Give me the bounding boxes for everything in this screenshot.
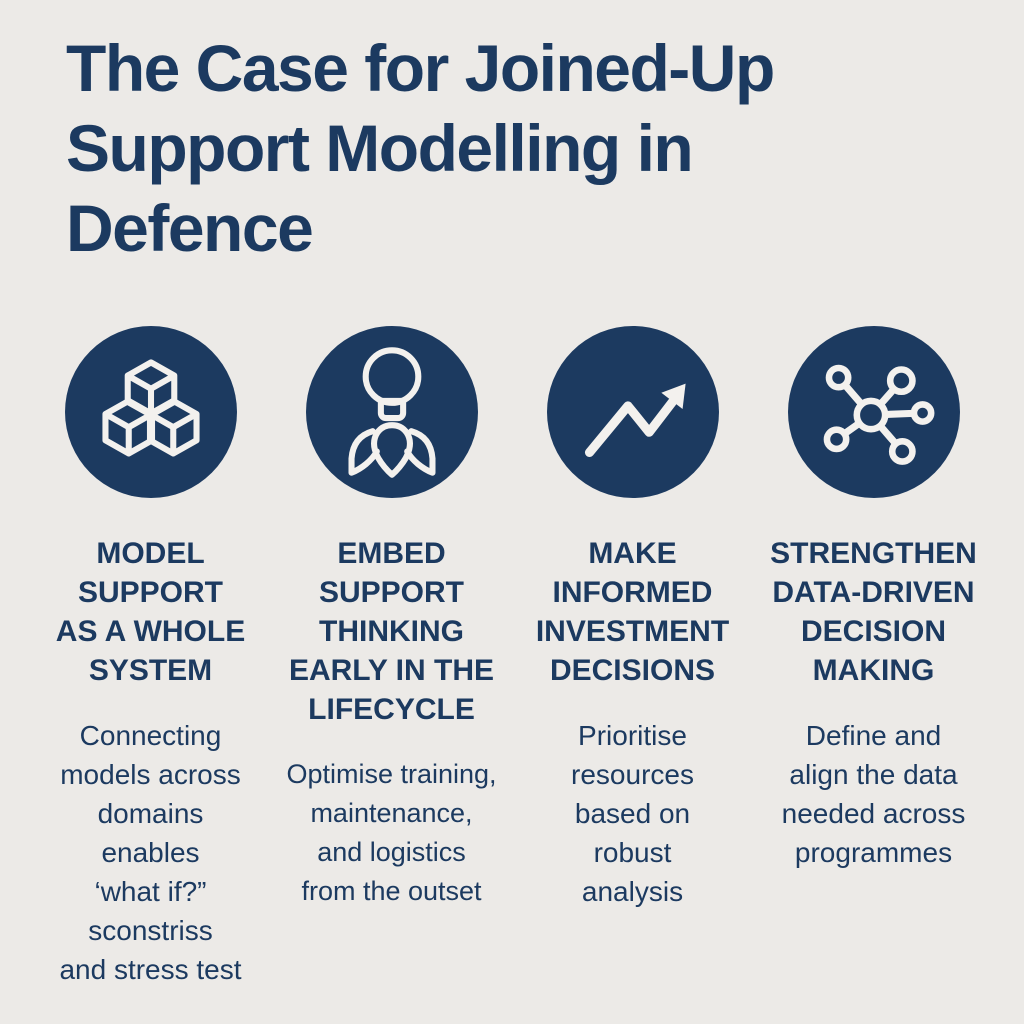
network-icon: [823, 364, 934, 465]
feature-heading: MODEL SUPPORT AS A WHOLE SYSTEM: [55, 537, 246, 687]
feature-description: Prioritise resources based on robust ana…: [571, 720, 694, 907]
icon-circle: [305, 326, 478, 498]
lightbulb-rocket-icon: [347, 347, 436, 478]
feature-columns: MODEL SUPPORT AS A WHOLE SYSTEM Connecti…: [30, 326, 994, 989]
feature-column-whole-system: MODEL SUPPORT AS A WHOLE SYSTEM Connecti…: [30, 326, 271, 989]
icon-circle: [64, 326, 237, 498]
feature-column-lifecycle: EMBED SUPPORT THINKING EARLY IN THE LIFE…: [271, 326, 512, 989]
feature-column-investment: MAKE INFORMED INVESTMENT DECISIONS Prior…: [512, 326, 753, 989]
icon-circle: [546, 326, 719, 498]
feature-column-data-driven: STRENGTHEN DATA-DRIVEN DECISION MAKING D…: [753, 326, 994, 989]
icon-circle: [787, 326, 960, 498]
feature-heading: STRENGTHEN DATA-DRIVEN DECISION MAKING: [770, 537, 977, 687]
feature-description: Optimise training, maintenance, and logi…: [286, 759, 497, 906]
page-title: The Case for Joined-Up Support Modelling…: [66, 31, 775, 265]
feature-description: Define and align the data needed across …: [781, 720, 966, 868]
feature-heading: EMBED SUPPORT THINKING EARLY IN THE LIFE…: [288, 537, 495, 726]
feature-description: Connecting models across domains enables…: [59, 720, 242, 985]
cubes-icon: [101, 359, 200, 457]
feature-heading: MAKE INFORMED INVESTMENT DECISIONS: [535, 537, 730, 687]
growth-arrow-icon: [584, 383, 686, 458]
